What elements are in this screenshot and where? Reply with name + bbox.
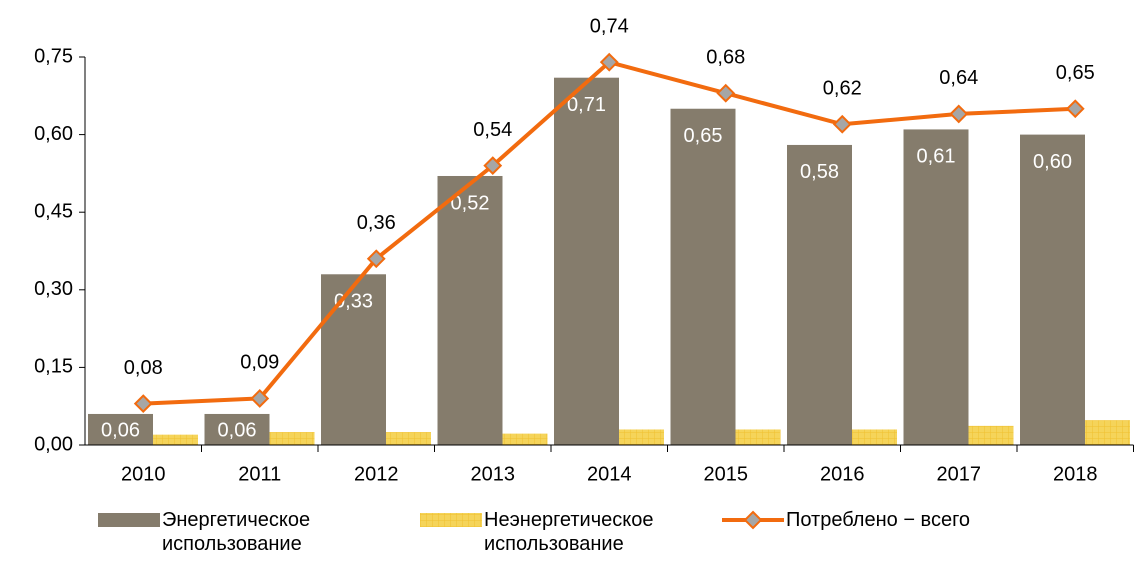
legend-item: Энергетическое использование [98,508,332,556]
y-tick-label: 0,45 [34,200,73,222]
bar [619,429,664,445]
x-tick-label: 2016 [820,463,865,485]
bar [670,108,736,445]
legend-label: Энергетическое использование [162,509,311,555]
bar-value-label: 0,65 [684,125,723,147]
marker [949,104,969,124]
line-value-label: 0,08 [124,357,163,379]
chart: 0,00 0,15 0,30 0,45 0,60 0,75 2010 2011 2012 2013… [34,15,1134,485]
bar [968,425,1014,445]
line-value-label: 0,65 [1056,62,1095,84]
y-tick-label: 0,00 [34,433,73,455]
bar [437,175,503,445]
bar [1020,134,1085,445]
marker [832,114,852,134]
legend-swatch [722,510,784,530]
bar [502,433,548,445]
legend-box [98,513,160,527]
line-value-label: 0,09 [240,352,279,374]
line-value-label: 0,54 [473,119,512,141]
legend-item: Потреблено − всего [722,508,1086,532]
bar [787,144,852,446]
bar [852,429,897,445]
bar-value-label: 0,58 [800,161,839,183]
marker [599,52,619,72]
legend-label: Потреблено − всего [786,509,971,531]
y-tick-label: 0,60 [34,123,73,145]
bar [903,129,969,445]
bar-value-label: 0,61 [917,146,956,168]
legend-swatch [420,513,482,527]
bar [1085,420,1130,445]
bar [153,434,198,445]
bar-value-label: 0,06 [101,419,140,441]
x-tick-label: 2018 [1053,463,1098,485]
marker [366,249,386,269]
marker [1065,99,1085,119]
bar [386,432,431,445]
bar [269,432,315,445]
bar-value-label: 0,60 [1033,151,1072,173]
line-value-label: 0,74 [590,15,629,37]
marker [133,394,153,414]
marker [716,83,736,103]
bar [88,413,153,445]
legend-box [420,513,482,527]
legend-item: Неэнергетическое использование [420,508,654,556]
bar [735,429,781,445]
x-tick-label: 2015 [704,463,749,485]
bar [204,413,270,445]
marker [250,389,270,408]
line-value-label: 0,68 [706,46,745,68]
y-tick-label: 0,75 [34,45,73,67]
line-value-label: 0,64 [939,67,978,89]
x-tick-label: 2014 [587,463,632,485]
bar [554,77,619,446]
x-tick-label: 2017 [937,463,982,485]
legend-label: Неэнергетическое использование [484,509,654,555]
bar [321,274,386,445]
legend-marker [743,510,763,530]
line-value-label: 0,62 [823,78,862,100]
x-tick-label: 2013 [471,463,516,485]
marker [483,156,503,176]
y-tick-label: 0,15 [34,356,73,378]
bar-value-label: 0,06 [218,419,257,441]
line-value-label: 0,36 [357,212,396,234]
x-tick-label: 2011 [238,463,281,485]
y-tick-label: 0,30 [34,278,73,300]
x-tick-label: 2012 [354,463,399,485]
legend-swatch [98,513,160,527]
x-tick-label: 2010 [121,463,166,485]
bar-value-label: 0,52 [451,192,490,214]
bar-value-label: 0,71 [567,94,606,116]
